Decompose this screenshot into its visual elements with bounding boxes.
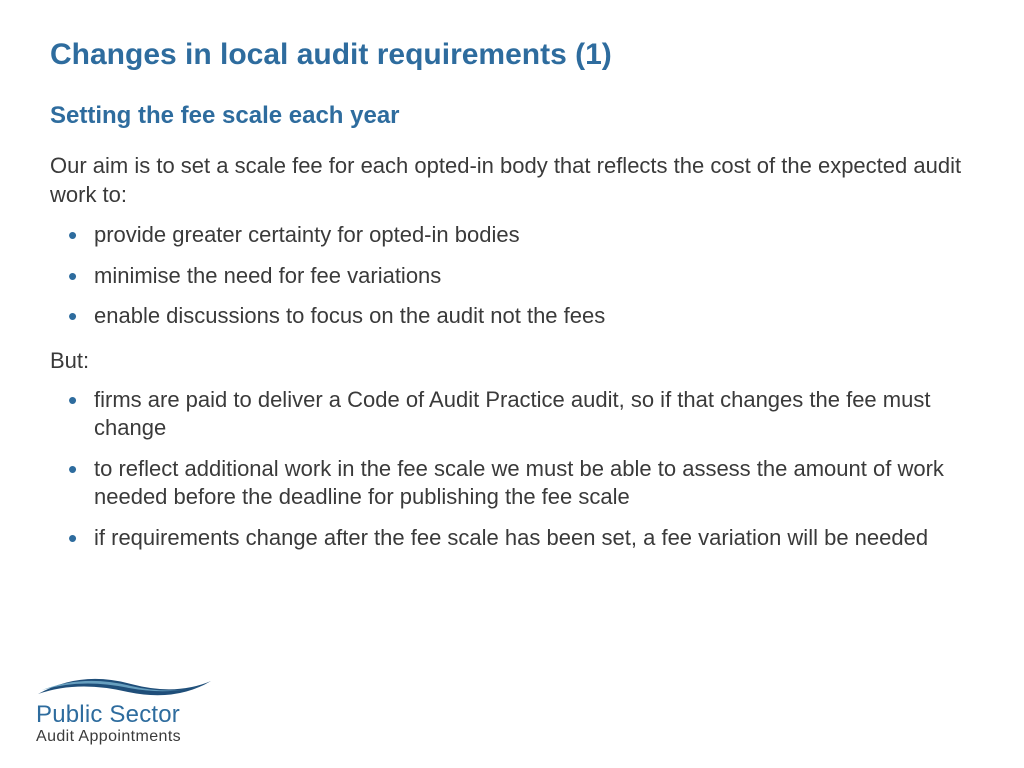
list-item: minimise the need for fee variations xyxy=(92,262,974,291)
list-item: firms are paid to deliver a Code of Audi… xyxy=(92,386,974,443)
list-item: to reflect additional work in the fee sc… xyxy=(92,455,974,512)
slide-title: Changes in local audit requirements (1) xyxy=(50,38,974,72)
logo-text-line2: Audit Appointments xyxy=(36,728,226,746)
psaa-logo: Public Sector Audit Appointments xyxy=(36,674,226,746)
bullet-list-aims: provide greater certainty for opted-in b… xyxy=(50,221,974,331)
list-item: enable discussions to focus on the audit… xyxy=(92,302,974,331)
slide: Changes in local audit requirements (1) … xyxy=(0,0,1024,768)
bullet-list-caveats: firms are paid to deliver a Code of Audi… xyxy=(50,386,974,553)
logo-text-line1: Public Sector xyxy=(36,702,226,728)
list-item: if requirements change after the fee sca… xyxy=(92,524,974,553)
slide-subtitle: Setting the fee scale each year xyxy=(50,102,974,130)
but-label: But: xyxy=(50,347,974,376)
swoosh-icon xyxy=(36,674,216,700)
intro-paragraph: Our aim is to set a scale fee for each o… xyxy=(50,152,974,209)
list-item: provide greater certainty for opted-in b… xyxy=(92,221,974,250)
